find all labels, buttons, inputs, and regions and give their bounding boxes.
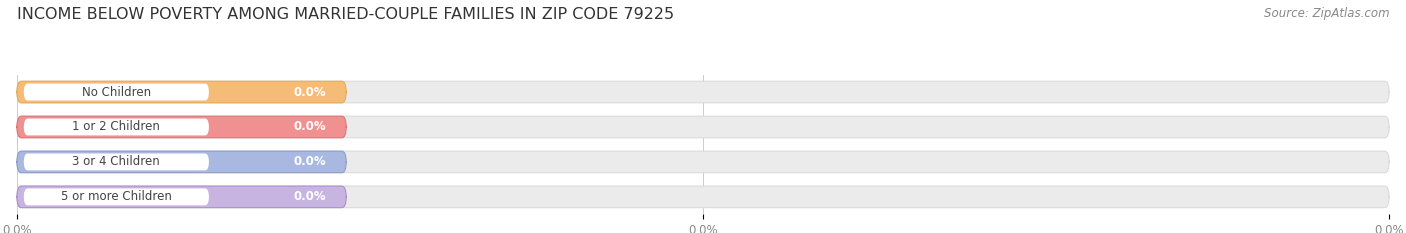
Text: 0.0%: 0.0%: [292, 86, 326, 99]
FancyBboxPatch shape: [24, 84, 209, 100]
FancyBboxPatch shape: [17, 81, 1389, 103]
FancyBboxPatch shape: [17, 116, 346, 138]
Text: Source: ZipAtlas.com: Source: ZipAtlas.com: [1264, 7, 1389, 20]
FancyBboxPatch shape: [17, 151, 346, 173]
Text: 0.0%: 0.0%: [292, 155, 326, 168]
Text: 0.0%: 0.0%: [292, 190, 326, 203]
FancyBboxPatch shape: [17, 186, 1389, 208]
Text: 1 or 2 Children: 1 or 2 Children: [73, 120, 160, 134]
FancyBboxPatch shape: [17, 186, 346, 208]
FancyBboxPatch shape: [24, 154, 209, 170]
FancyBboxPatch shape: [24, 119, 209, 135]
FancyBboxPatch shape: [17, 116, 1389, 138]
Text: No Children: No Children: [82, 86, 150, 99]
FancyBboxPatch shape: [24, 188, 209, 205]
Text: 5 or more Children: 5 or more Children: [60, 190, 172, 203]
FancyBboxPatch shape: [17, 81, 346, 103]
Text: 0.0%: 0.0%: [292, 120, 326, 134]
Text: INCOME BELOW POVERTY AMONG MARRIED-COUPLE FAMILIES IN ZIP CODE 79225: INCOME BELOW POVERTY AMONG MARRIED-COUPL…: [17, 7, 673, 22]
FancyBboxPatch shape: [17, 151, 1389, 173]
Text: 3 or 4 Children: 3 or 4 Children: [73, 155, 160, 168]
